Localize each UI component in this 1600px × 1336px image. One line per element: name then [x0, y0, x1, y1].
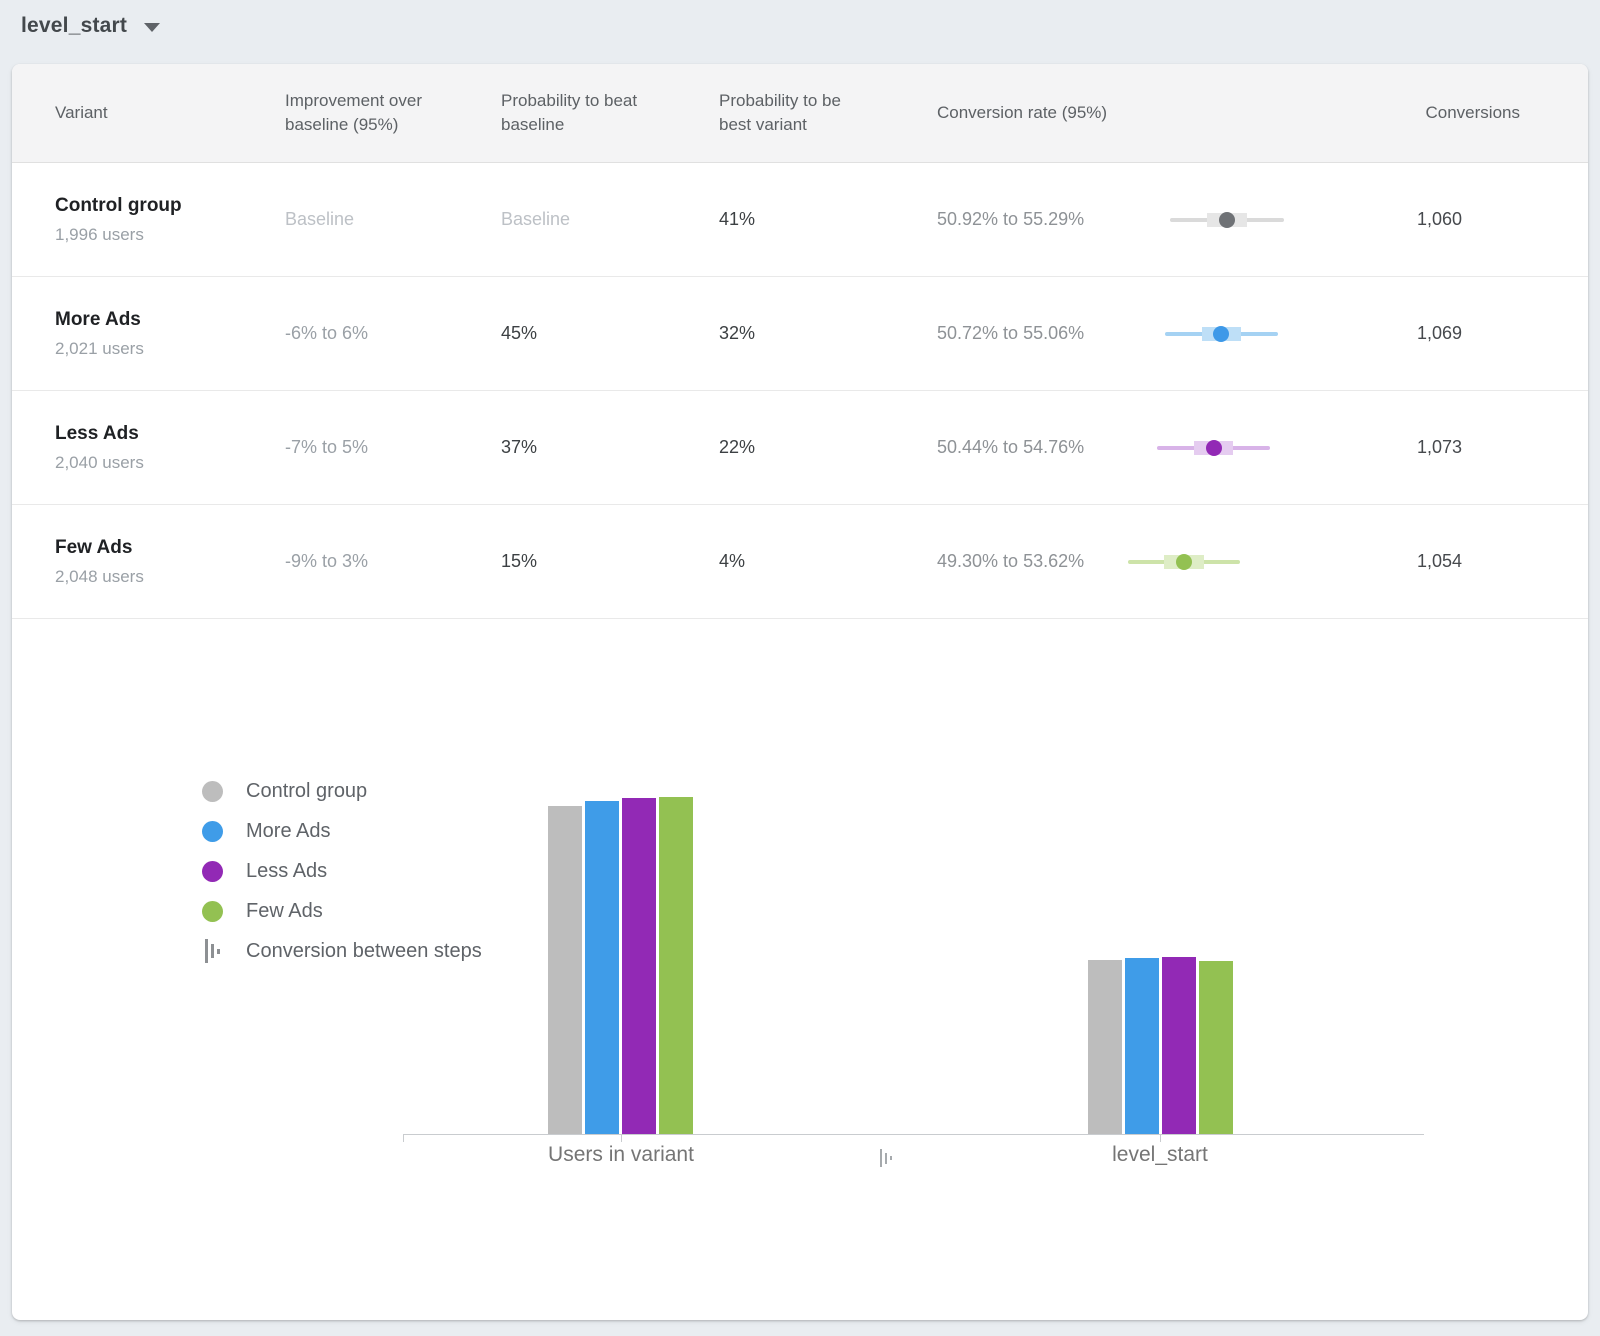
ci-dot: [1218, 211, 1235, 228]
axis-tick: [621, 1134, 622, 1142]
legend-item-control-group: Control group: [202, 779, 482, 803]
ci-dot: [1213, 325, 1230, 342]
x-axis-line: [403, 1134, 1424, 1135]
conversion-steps-icon: [880, 1149, 892, 1167]
prob-beat-value: Baseline: [501, 209, 571, 229]
table-header: Variant Improvement over baseline (95%) …: [12, 64, 1588, 163]
bar-less-ads: [622, 798, 656, 1134]
chart-legend: Control group More Ads Less Ads Few Ads …: [202, 779, 482, 979]
bar-less-ads: [1162, 957, 1196, 1134]
prob-best-value: 32%: [719, 323, 756, 343]
legend-color-dot: [202, 780, 223, 802]
ci-dot: [1176, 553, 1193, 570]
prob-best-value: 22%: [719, 437, 756, 457]
column-header-prob-beat: Probability to beat baseline: [501, 91, 638, 134]
improvement-value: -7% to 5%: [285, 437, 369, 457]
variant-users: 1,996 users: [55, 224, 144, 244]
conversions-value: 1,060: [1416, 209, 1462, 229]
table-row-control-group: Control group 1,996 users Baseline Basel…: [12, 163, 1588, 277]
conversion-rate-text: 50.92% to 55.29%: [937, 209, 1085, 229]
improvement-value: Baseline: [285, 209, 355, 229]
prob-beat-value: 37%: [501, 437, 538, 457]
confidence-interval-chart: [1100, 210, 1290, 230]
axis-label-users-in-variant: Users in variant: [548, 1143, 694, 1166]
column-header-conversions: Conversions: [1425, 103, 1521, 122]
conversion-rate-text: 50.72% to 55.06%: [937, 323, 1085, 343]
bar-few-ads: [1199, 961, 1233, 1134]
bar-group-users-in-variant: [548, 797, 693, 1134]
bar-more-ads: [1125, 958, 1159, 1134]
variant-users: 2,048 users: [55, 566, 144, 586]
legend-item-less-ads: Less Ads: [202, 859, 482, 883]
bar-control-group: [548, 806, 582, 1134]
legend-item-few-ads: Few Ads: [202, 899, 482, 923]
variant-users: 2,021 users: [55, 338, 144, 358]
variant-name: More Ads: [55, 308, 141, 330]
column-header-variant: Variant: [55, 103, 108, 122]
legend-item-more-ads: More Ads: [202, 819, 482, 843]
chevron-down-icon: [144, 23, 161, 32]
ci-dot: [1205, 439, 1222, 456]
prob-beat-value: 15%: [501, 551, 538, 571]
funnel-bar-chart: Control group More Ads Less Ads Few Ads …: [12, 619, 1588, 1320]
column-header-prob-best: Probability to be best variant: [719, 91, 841, 134]
bar-control-group: [1088, 960, 1122, 1134]
event-selector-label: level_start: [21, 14, 128, 37]
conversions-value: 1,069: [1416, 323, 1462, 343]
improvement-value: -6% to 6%: [285, 323, 369, 343]
axis-tick: [403, 1134, 404, 1142]
confidence-interval-chart: [1100, 552, 1290, 572]
column-header-conv-rate: Conversion rate (95%): [937, 103, 1108, 122]
bar-few-ads: [659, 797, 693, 1134]
bar-more-ads: [585, 801, 619, 1134]
table-row-few-ads: Few Ads 2,048 users -9% to 3% 15% 4% 49.…: [12, 505, 1588, 619]
improvement-value: -9% to 3%: [285, 551, 369, 571]
variant-name: Control group: [55, 194, 182, 216]
variant-name: Less Ads: [55, 422, 139, 444]
variant-users: 2,040 users: [55, 452, 144, 472]
conversion-steps-icon: [202, 939, 223, 963]
table-row-less-ads: Less Ads 2,040 users -7% to 5% 37% 22% 5…: [12, 391, 1588, 505]
legend-color-dot: [202, 900, 223, 922]
conversions-value: 1,073: [1416, 437, 1462, 457]
conversions-value: 1,054: [1416, 551, 1462, 571]
axis-label-level-start: level_start: [1112, 1143, 1208, 1166]
table-row-more-ads: More Ads 2,021 users -6% to 6% 45% 32% 5…: [12, 277, 1588, 391]
toolbar: level_start: [0, 0, 1600, 64]
conversion-rate-text: 50.44% to 54.76%: [937, 437, 1085, 457]
conversion-rate-text: 49.30% to 53.62%: [937, 551, 1085, 571]
event-selector-dropdown[interactable]: level_start: [21, 14, 161, 38]
results-card: Variant Improvement over baseline (95%) …: [12, 64, 1588, 1320]
bar-group-level-start: [1088, 957, 1233, 1134]
confidence-interval-chart: [1100, 438, 1290, 458]
legend-color-dot: [202, 820, 223, 842]
confidence-interval-chart: [1100, 324, 1290, 344]
legend-item-conversion-steps: Conversion between steps: [202, 939, 482, 963]
prob-best-value: 41%: [719, 209, 756, 229]
column-header-improvement: Improvement over baseline (95%): [285, 91, 422, 134]
prob-best-value: 4%: [719, 551, 746, 571]
variant-name: Few Ads: [55, 536, 133, 558]
axis-tick: [1160, 1134, 1161, 1142]
legend-color-dot: [202, 860, 223, 882]
prob-beat-value: 45%: [501, 323, 538, 343]
